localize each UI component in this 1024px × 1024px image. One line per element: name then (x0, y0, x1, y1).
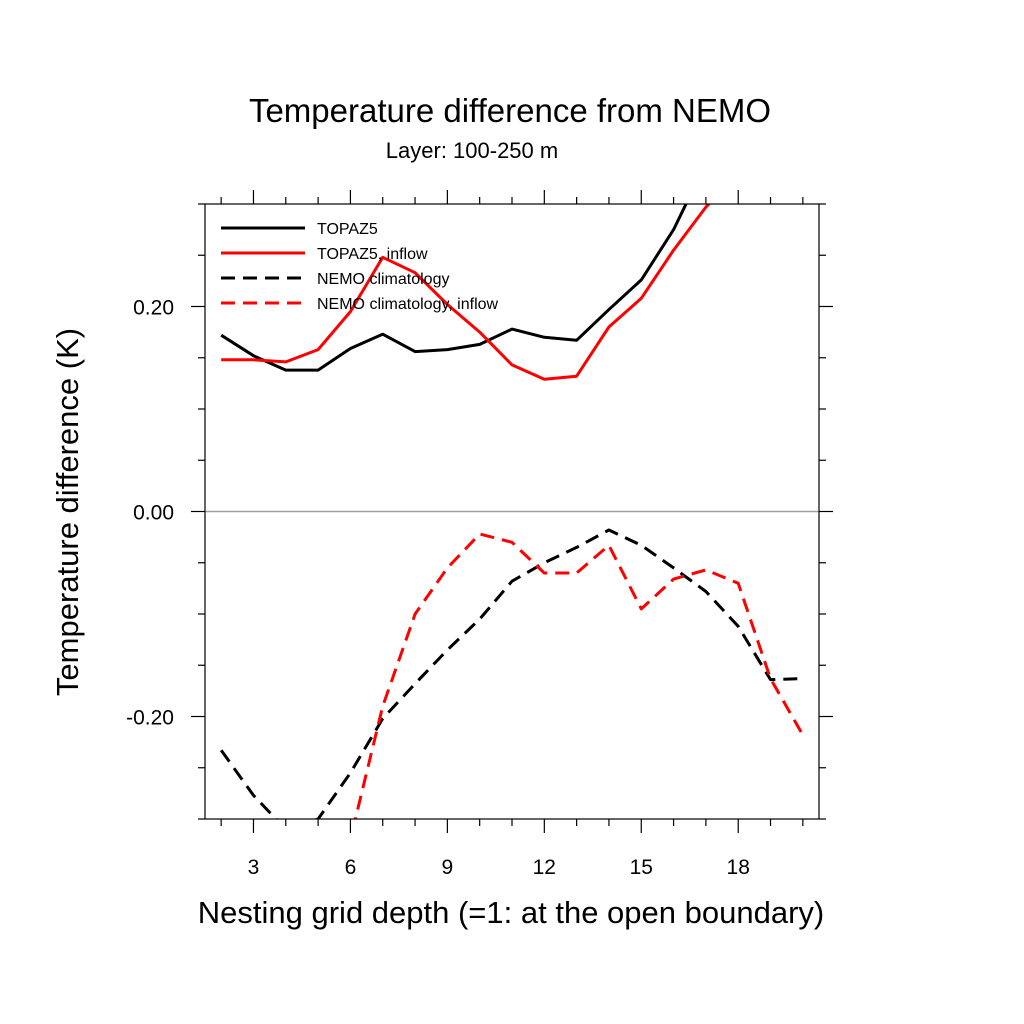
y-tick-label: 0.20 (133, 297, 174, 320)
x-tick-label: 18 (727, 856, 750, 879)
x-tick-label: 6 (345, 856, 357, 879)
legend-label-1: TOPAZ5 (317, 221, 378, 238)
plot-area: 3 6 9 12 15 18 -0.20 0.00 0.20 (126, 190, 833, 879)
x-tick-label: 12 (533, 856, 556, 879)
x-tick-label: 15 (630, 856, 653, 879)
chart-title: Temperature difference from NEMO (249, 92, 771, 129)
y-axis-label: Temperature difference (K) (50, 328, 85, 696)
x-tick-label: 3 (248, 856, 260, 879)
series-line-3 (219, 528, 803, 819)
y-tick-label: -0.20 (126, 707, 174, 730)
chart-subtitle: Layer: 100-250 m (386, 138, 558, 163)
legend: TOPAZ5 TOPAZ5, inflow NEMO climatology NEMO… (221, 221, 499, 313)
legend-label-3: NEMO climatology (317, 271, 449, 288)
series-line-1 (220, 204, 688, 372)
plot-frame (204, 203, 820, 820)
y-tick-label: 0.00 (133, 502, 174, 525)
series-line-2 (221, 204, 711, 381)
legend-label-4: NEMO climatology, inflow (317, 296, 499, 313)
x-axis-label: Nesting grid depth (=1: at the open boun… (198, 895, 824, 930)
x-tick-label: 9 (442, 856, 454, 879)
legend-label-2: TOPAZ5, inflow (317, 246, 428, 263)
series-line-4 (353, 532, 805, 819)
